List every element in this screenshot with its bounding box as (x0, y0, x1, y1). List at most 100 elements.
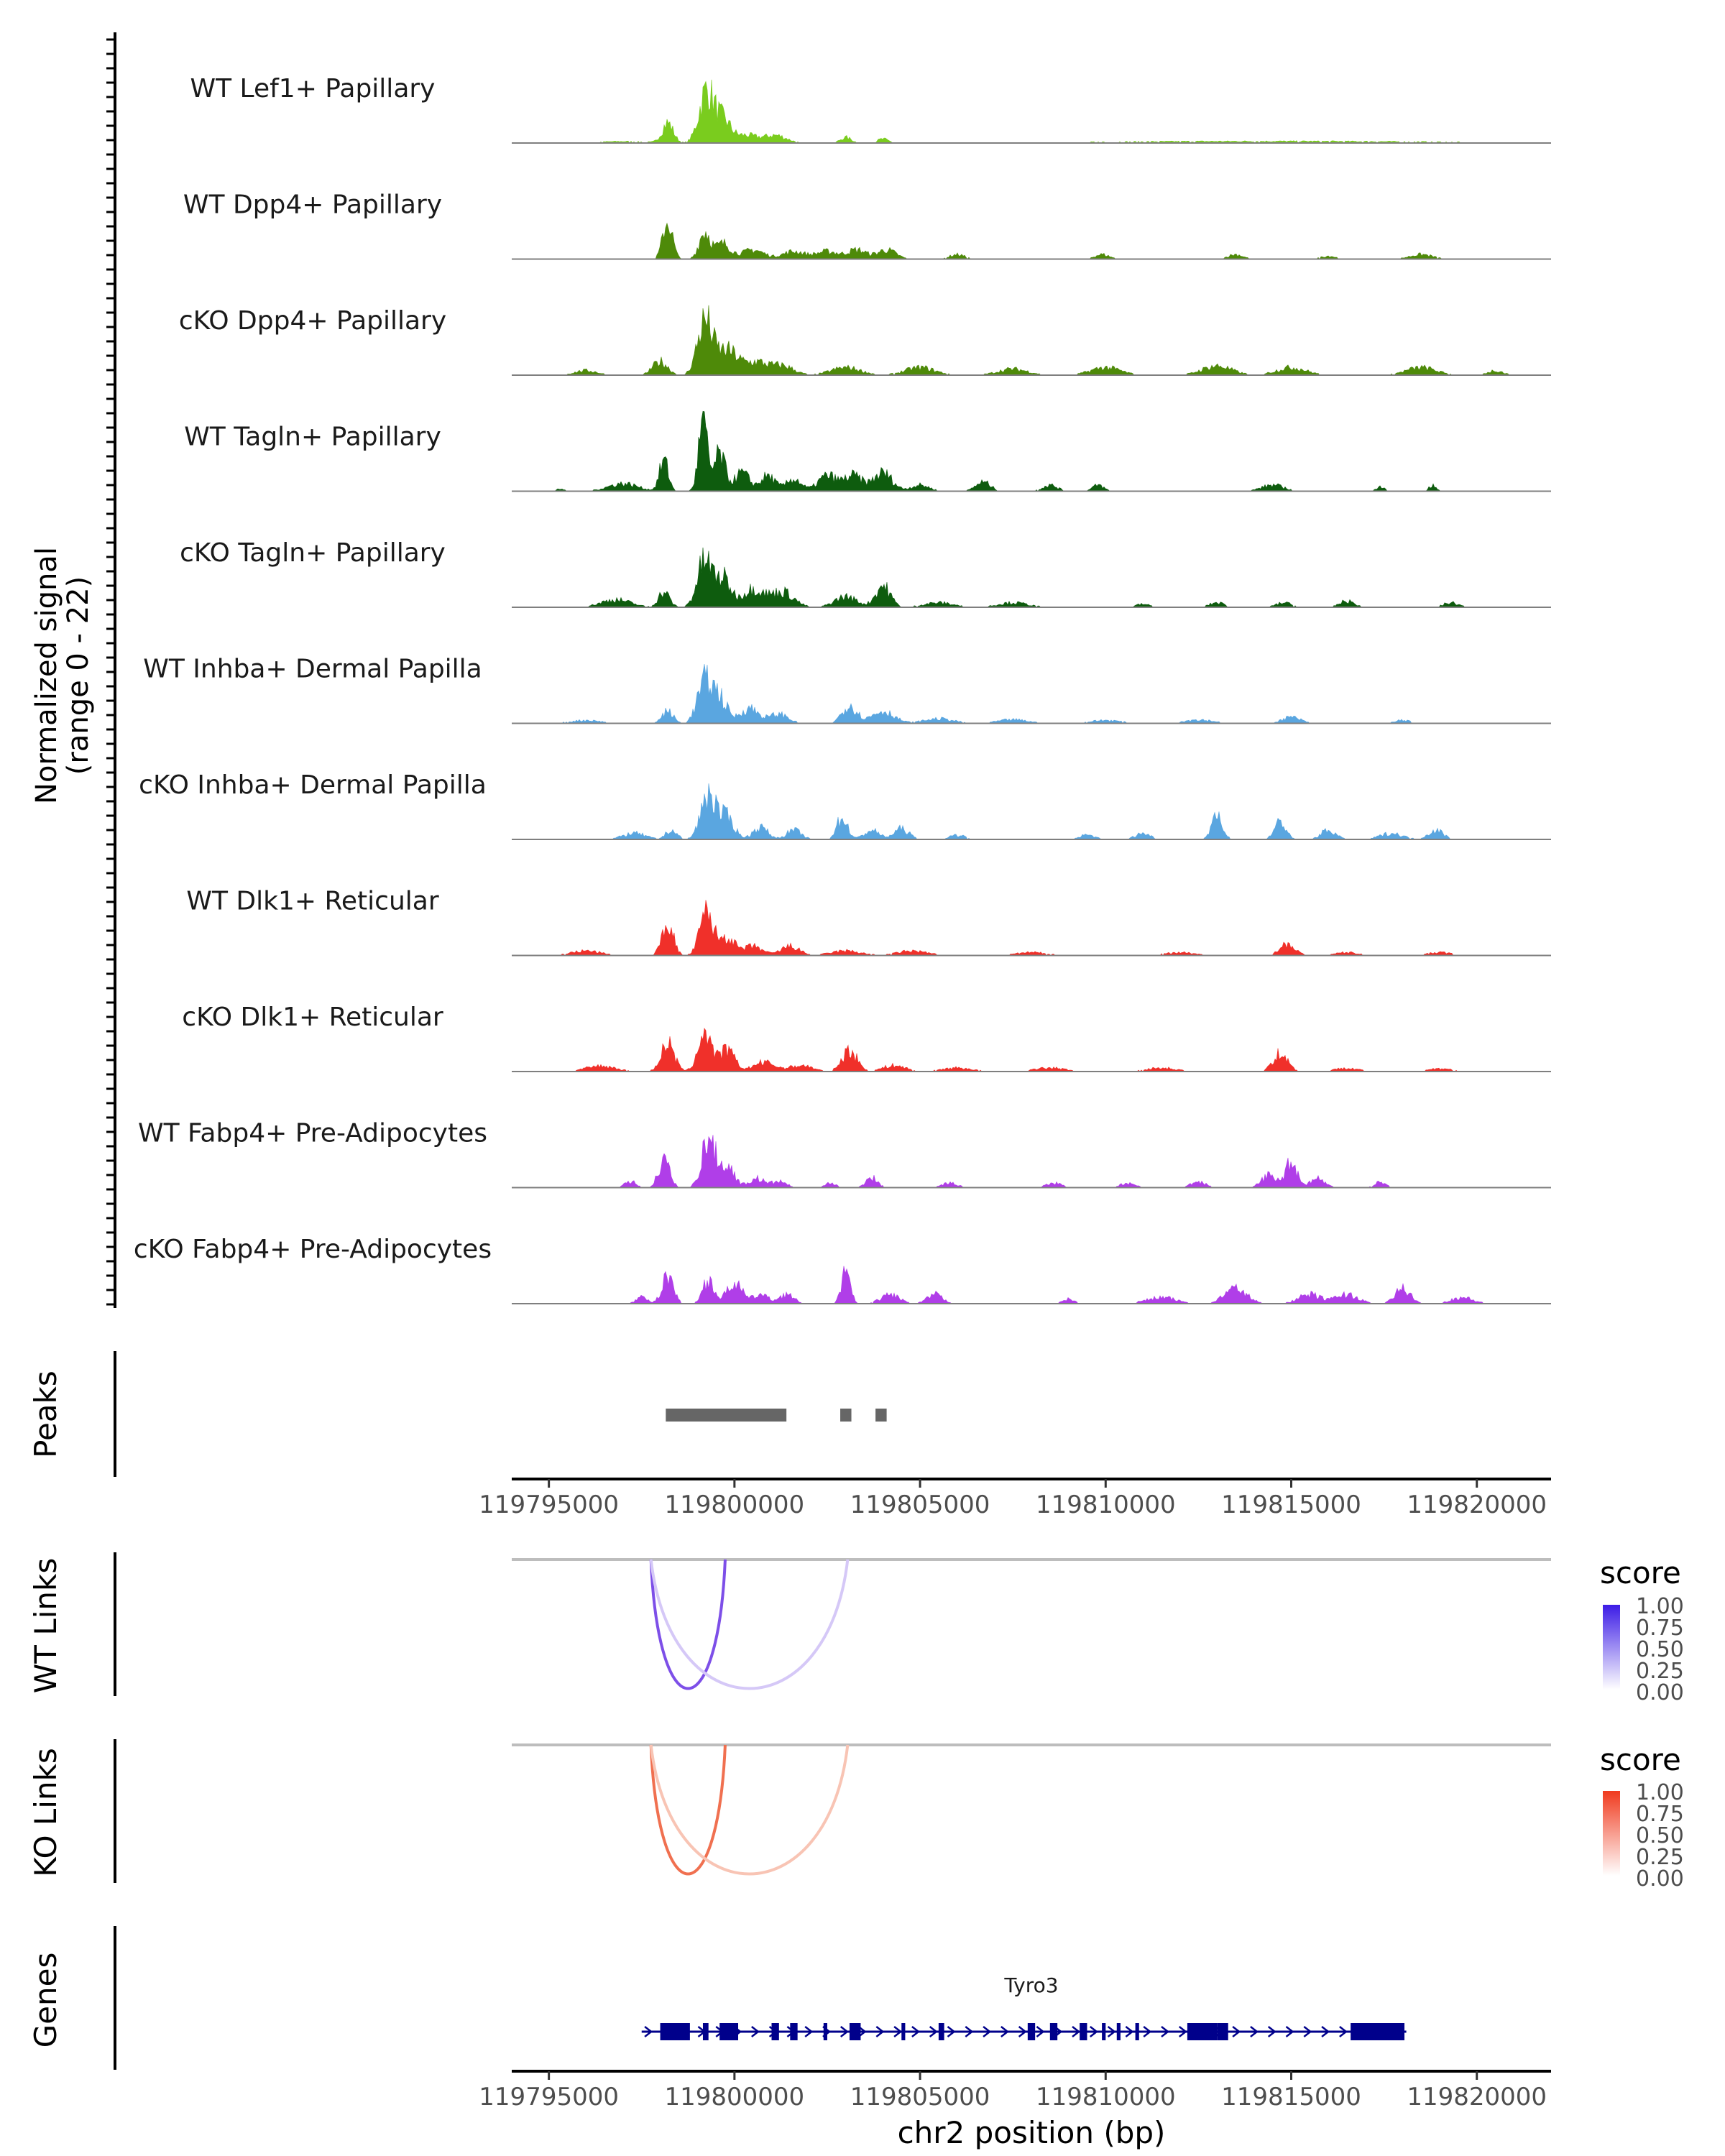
x-tick-label: 119795000 (479, 1491, 619, 1519)
signal-area (512, 547, 1551, 608)
signal-area (512, 305, 1551, 376)
ko-legend-tick: 0.00 (1636, 1866, 1684, 1892)
strand-arrow (893, 2026, 903, 2037)
x-tick-label: 119810000 (1036, 1491, 1176, 1519)
x-tick-label: 119795000 (479, 2083, 619, 2111)
gene-exon (719, 2023, 739, 2040)
x-axis-bottom: 119795000 119800000 119805000 119810000 1198… (479, 2071, 1547, 2111)
track-label: cKO Inhba+ Dermal Papilla (139, 770, 487, 800)
track-label: WT Lef1+ Papillary (190, 74, 436, 103)
gene-exon (1049, 2023, 1058, 2040)
signal-area (512, 222, 1551, 260)
x-tick-label: 119820000 (1407, 2083, 1547, 2111)
signal-area (512, 79, 1551, 144)
strand-arrow (1285, 2026, 1294, 2037)
x-tick-label: 119820000 (1407, 1491, 1547, 1519)
link-arc (649, 1559, 727, 1690)
strand-arrow (1000, 2026, 1009, 2037)
gene-exon (1187, 2023, 1218, 2040)
x-tick-label: 119800000 (665, 1491, 805, 1519)
gene-exon (790, 2023, 798, 2040)
strand-arrow (965, 2026, 974, 2037)
strand-arrow (804, 2026, 814, 2037)
wt-legend-title: score (1600, 1555, 1681, 1590)
wt-links-track-label: WT Links (28, 1558, 63, 1693)
gene-name-label: Tyro3 (1003, 1973, 1058, 1997)
x-tick-label: 119815000 (1221, 1491, 1361, 1519)
ko-legend-tick: 0.25 (1636, 1845, 1684, 1870)
ko-score-legend: score 1.00 0.75 0.50 0.25 0.00 (1600, 1742, 1684, 1892)
gene-exon (1351, 2023, 1405, 2040)
wt-score-legend: score 1.00 0.75 0.50 0.25 0.00 (1600, 1555, 1684, 1705)
strand-arrow (751, 2026, 760, 2037)
strand-arrow (875, 2026, 885, 2037)
peak-region (666, 1409, 787, 1422)
link-arc (649, 1559, 850, 1690)
track-label: cKO Tagln+ Papillary (180, 538, 446, 568)
link-arc (649, 1744, 727, 1876)
genes-track-label: Genes (28, 1953, 63, 2048)
track-label: WT Fabp4+ Pre-Adipocytes (138, 1119, 487, 1148)
wt-legend-tick: 1.00 (1636, 1594, 1684, 1619)
gene-exon (938, 2023, 944, 2040)
y-axis-title-line2: (range 0 - 22) (62, 576, 95, 775)
ko-links-track-label: KO Links (28, 1748, 63, 1877)
gene-exon (823, 2023, 827, 2040)
ko-legend-tick: 0.75 (1636, 1802, 1684, 1827)
track-label: cKO Dlk1+ Reticular (182, 1003, 443, 1032)
x-tick-label: 119810000 (1036, 2083, 1176, 2111)
gene-model (641, 2023, 1407, 2040)
strand-arrow (840, 2026, 849, 2037)
peak-region (875, 1409, 887, 1422)
ko-legend-tick: 1.00 (1636, 1780, 1684, 1805)
ko-legend-tick: 0.50 (1636, 1823, 1684, 1848)
track-label: cKO Fabp4+ Pre-Adipocytes (134, 1235, 492, 1264)
ko-links (649, 1744, 850, 1876)
strand-arrow (1321, 2026, 1330, 2037)
strand-arrow (857, 2026, 867, 2037)
strand-arrow (1232, 2026, 1241, 2037)
strand-arrow (1036, 2026, 1045, 2037)
strand-arrow (1303, 2026, 1312, 2037)
track-label: WT Dlk1+ Reticular (186, 887, 438, 916)
wt-legend-tick: 0.25 (1636, 1659, 1684, 1684)
x-tick-label: 119805000 (850, 1491, 990, 1519)
gene-exon (1135, 2023, 1139, 2040)
peak-region (840, 1409, 852, 1422)
gene-exon (702, 2023, 709, 2040)
gene-exon (1102, 2023, 1106, 2040)
strand-arrow (1250, 2026, 1259, 2037)
gene-exon (1027, 2023, 1036, 2040)
wt-legend-tick: 0.50 (1636, 1637, 1684, 1662)
strand-arrow (1018, 2026, 1027, 2037)
track-label: WT Inhba+ Dermal Papilla (143, 655, 482, 684)
coverage-y-axis-ticks (106, 38, 115, 1306)
signal-area (512, 1135, 1551, 1188)
wt-legend-tick: 0.75 (1636, 1616, 1684, 1641)
wt-legend-colorbar (1603, 1605, 1620, 1690)
y-axis-title-line1: Normalized signal (30, 547, 63, 804)
strand-arrow (1107, 2026, 1116, 2037)
peak-regions (666, 1409, 887, 1422)
strand-arrow (1143, 2026, 1152, 2037)
gene-exon (1116, 2023, 1121, 2040)
x-axis-title: chr2 position (bp) (898, 2115, 1166, 2150)
coverage-tracks: WT Lef1+ Papillary WT Dpp4+ Papillary cKO … (134, 74, 1551, 1304)
gene-exon (771, 2023, 779, 2040)
gene-exon (660, 2023, 690, 2040)
signal-area (512, 900, 1551, 957)
strand-arrow (1339, 2026, 1348, 2037)
strand-arrow (644, 2026, 653, 2037)
signal-area (512, 410, 1551, 492)
strand-arrow (1267, 2026, 1276, 2037)
wt-links (649, 1559, 850, 1690)
signal-area (512, 1028, 1551, 1072)
strand-arrow (929, 2026, 938, 2037)
strand-arrow (1161, 2026, 1169, 2037)
strand-arrow (1178, 2026, 1187, 2037)
signal-area (512, 1266, 1551, 1304)
strand-arrow (1125, 2026, 1134, 2037)
link-arc (649, 1744, 850, 1876)
gene-exon (1080, 2023, 1087, 2040)
ko-legend-title: score (1600, 1742, 1681, 1777)
